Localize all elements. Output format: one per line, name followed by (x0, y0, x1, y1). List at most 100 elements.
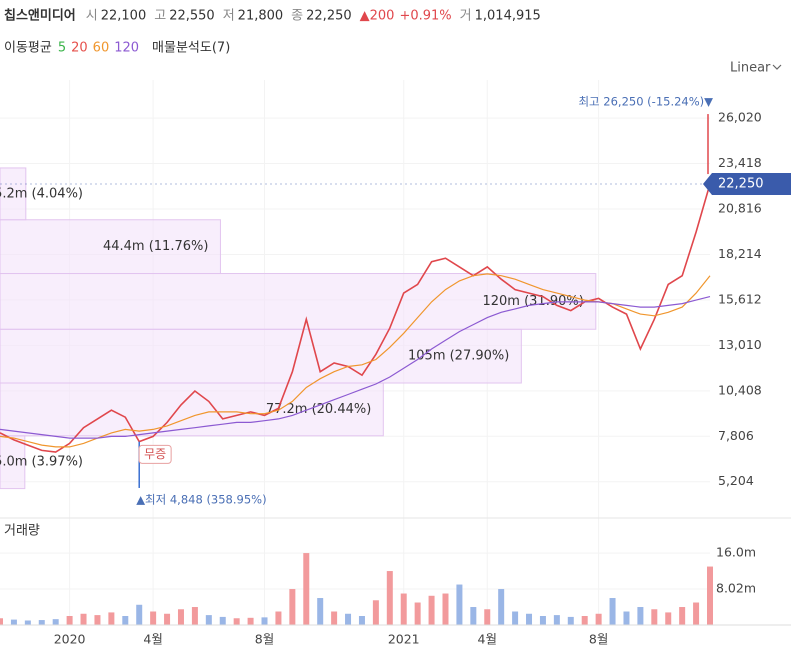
volume-bar (553, 615, 560, 625)
ma-period: 5 (58, 41, 66, 56)
volume-bar (219, 616, 226, 625)
x-tick-label: 4월 (478, 632, 497, 647)
field-value: 21,800 (238, 9, 284, 24)
volume-bar (136, 604, 143, 625)
volume-bar (679, 607, 686, 625)
volume-label: 거 (460, 9, 472, 24)
min-annotation: ▲최저 4,848 (358.95%) (136, 492, 266, 506)
volume-bar (539, 616, 546, 625)
volume-bar (164, 613, 171, 625)
volume-bar (0, 618, 3, 625)
volume-bar (526, 613, 533, 625)
volume-bar (595, 613, 602, 625)
profile-title[interactable]: 매물분석도(7) (152, 41, 230, 56)
volume-bar (609, 598, 616, 625)
y-tick-label: 26,020 (718, 110, 762, 125)
ma-line (0, 273, 711, 448)
volume-bar (470, 607, 477, 625)
volume-bar (512, 611, 519, 625)
volume-bar (275, 611, 282, 625)
change-pct: +0.91% (399, 9, 451, 24)
volume-bar (233, 618, 240, 625)
volume-bar (191, 607, 198, 625)
volume-profile-label: 44.4m (11.76%) (103, 239, 208, 254)
volume-tick-label: 8.02m (716, 580, 756, 595)
volume-bar (665, 612, 672, 625)
field-value: 22,100 (101, 9, 147, 24)
volume-bar (567, 616, 574, 625)
volume-profile-bar (0, 167, 27, 221)
y-tick-label: 15,612 (718, 291, 762, 306)
volume-bar (261, 617, 268, 625)
volume-bar (386, 571, 393, 625)
volume-bar (414, 602, 421, 625)
current-price-tag (703, 172, 791, 195)
y-tick-label: 5,204 (718, 473, 754, 488)
volume-bar (24, 620, 31, 625)
ma-period: 20 (71, 41, 88, 56)
x-tick-label: 2020 (54, 632, 86, 647)
field-label: 고 (154, 9, 166, 24)
toggle-arrow (772, 64, 782, 70)
y-tick-label: 23,418 (718, 155, 762, 170)
field-value: 22,550 (169, 9, 215, 24)
volume-bar (623, 611, 630, 625)
x-tick-label: 8월 (589, 632, 608, 647)
volume-profile-label: 105m (27.90%) (408, 349, 509, 364)
volume-profile-bar (0, 219, 221, 275)
volume-profile-bar (0, 273, 597, 330)
volume-bar (38, 620, 45, 625)
y-tick-label: 7,806 (718, 428, 754, 443)
event-badge (138, 444, 172, 464)
volume-bar (358, 616, 365, 625)
volume-bar (289, 589, 296, 625)
volume-bar (122, 616, 129, 625)
volume-bar (80, 613, 87, 625)
change: ▲200 (360, 9, 395, 24)
volume-bar (205, 615, 212, 625)
volume-value: 1,014,915 (475, 9, 541, 24)
volume-bar (400, 593, 407, 625)
volume-bar (10, 619, 17, 625)
ma-period: 120 (114, 41, 139, 56)
x-tick-label: 8월 (255, 632, 274, 647)
scale-toggle[interactable]: Linear (730, 61, 771, 76)
volume-tick-label: 16.0m (716, 545, 756, 560)
y-tick-label: 13,010 (718, 337, 762, 352)
field-label: 저 (223, 9, 235, 24)
ma-period: 60 (93, 41, 110, 56)
volume-profile-label: 5.2m (4.04%) (0, 186, 83, 201)
volume-bar (651, 609, 658, 625)
ma-line (0, 296, 711, 439)
volume-bar (498, 589, 505, 625)
max-annotation: 최고 26,250 (-15.24%)▼ (578, 95, 713, 109)
field-value: 22,250 (306, 9, 352, 24)
field-label: 종 (291, 9, 303, 24)
volume-bar (456, 584, 463, 625)
y-tick-label: 18,214 (718, 246, 762, 261)
price-line (0, 183, 711, 453)
y-tick-label: 10,408 (718, 382, 762, 397)
ma-title[interactable]: 이동평균 (4, 41, 52, 56)
volume-bar (331, 611, 338, 625)
volume-profile-bar (0, 435, 26, 490)
volume-bar (637, 607, 644, 625)
volume-title: 거래량 (4, 524, 40, 539)
x-tick-label: 2021 (388, 632, 420, 647)
volume-bar (52, 619, 59, 625)
volume-bar (177, 609, 184, 625)
volume-bar (247, 617, 254, 625)
volume-bar (428, 595, 435, 625)
volume-profile-bar (0, 328, 522, 384)
volume-bar (303, 553, 310, 625)
volume-bar (345, 613, 352, 625)
volume-bar (707, 566, 713, 625)
volume-bar (108, 612, 115, 625)
volume-bar (317, 598, 324, 625)
volume-bar (66, 616, 73, 625)
x-tick-label: 4월 (143, 632, 162, 647)
current-price-label: 22,250 (718, 176, 764, 191)
volume-bar (94, 615, 101, 625)
volume-bar (581, 616, 588, 625)
